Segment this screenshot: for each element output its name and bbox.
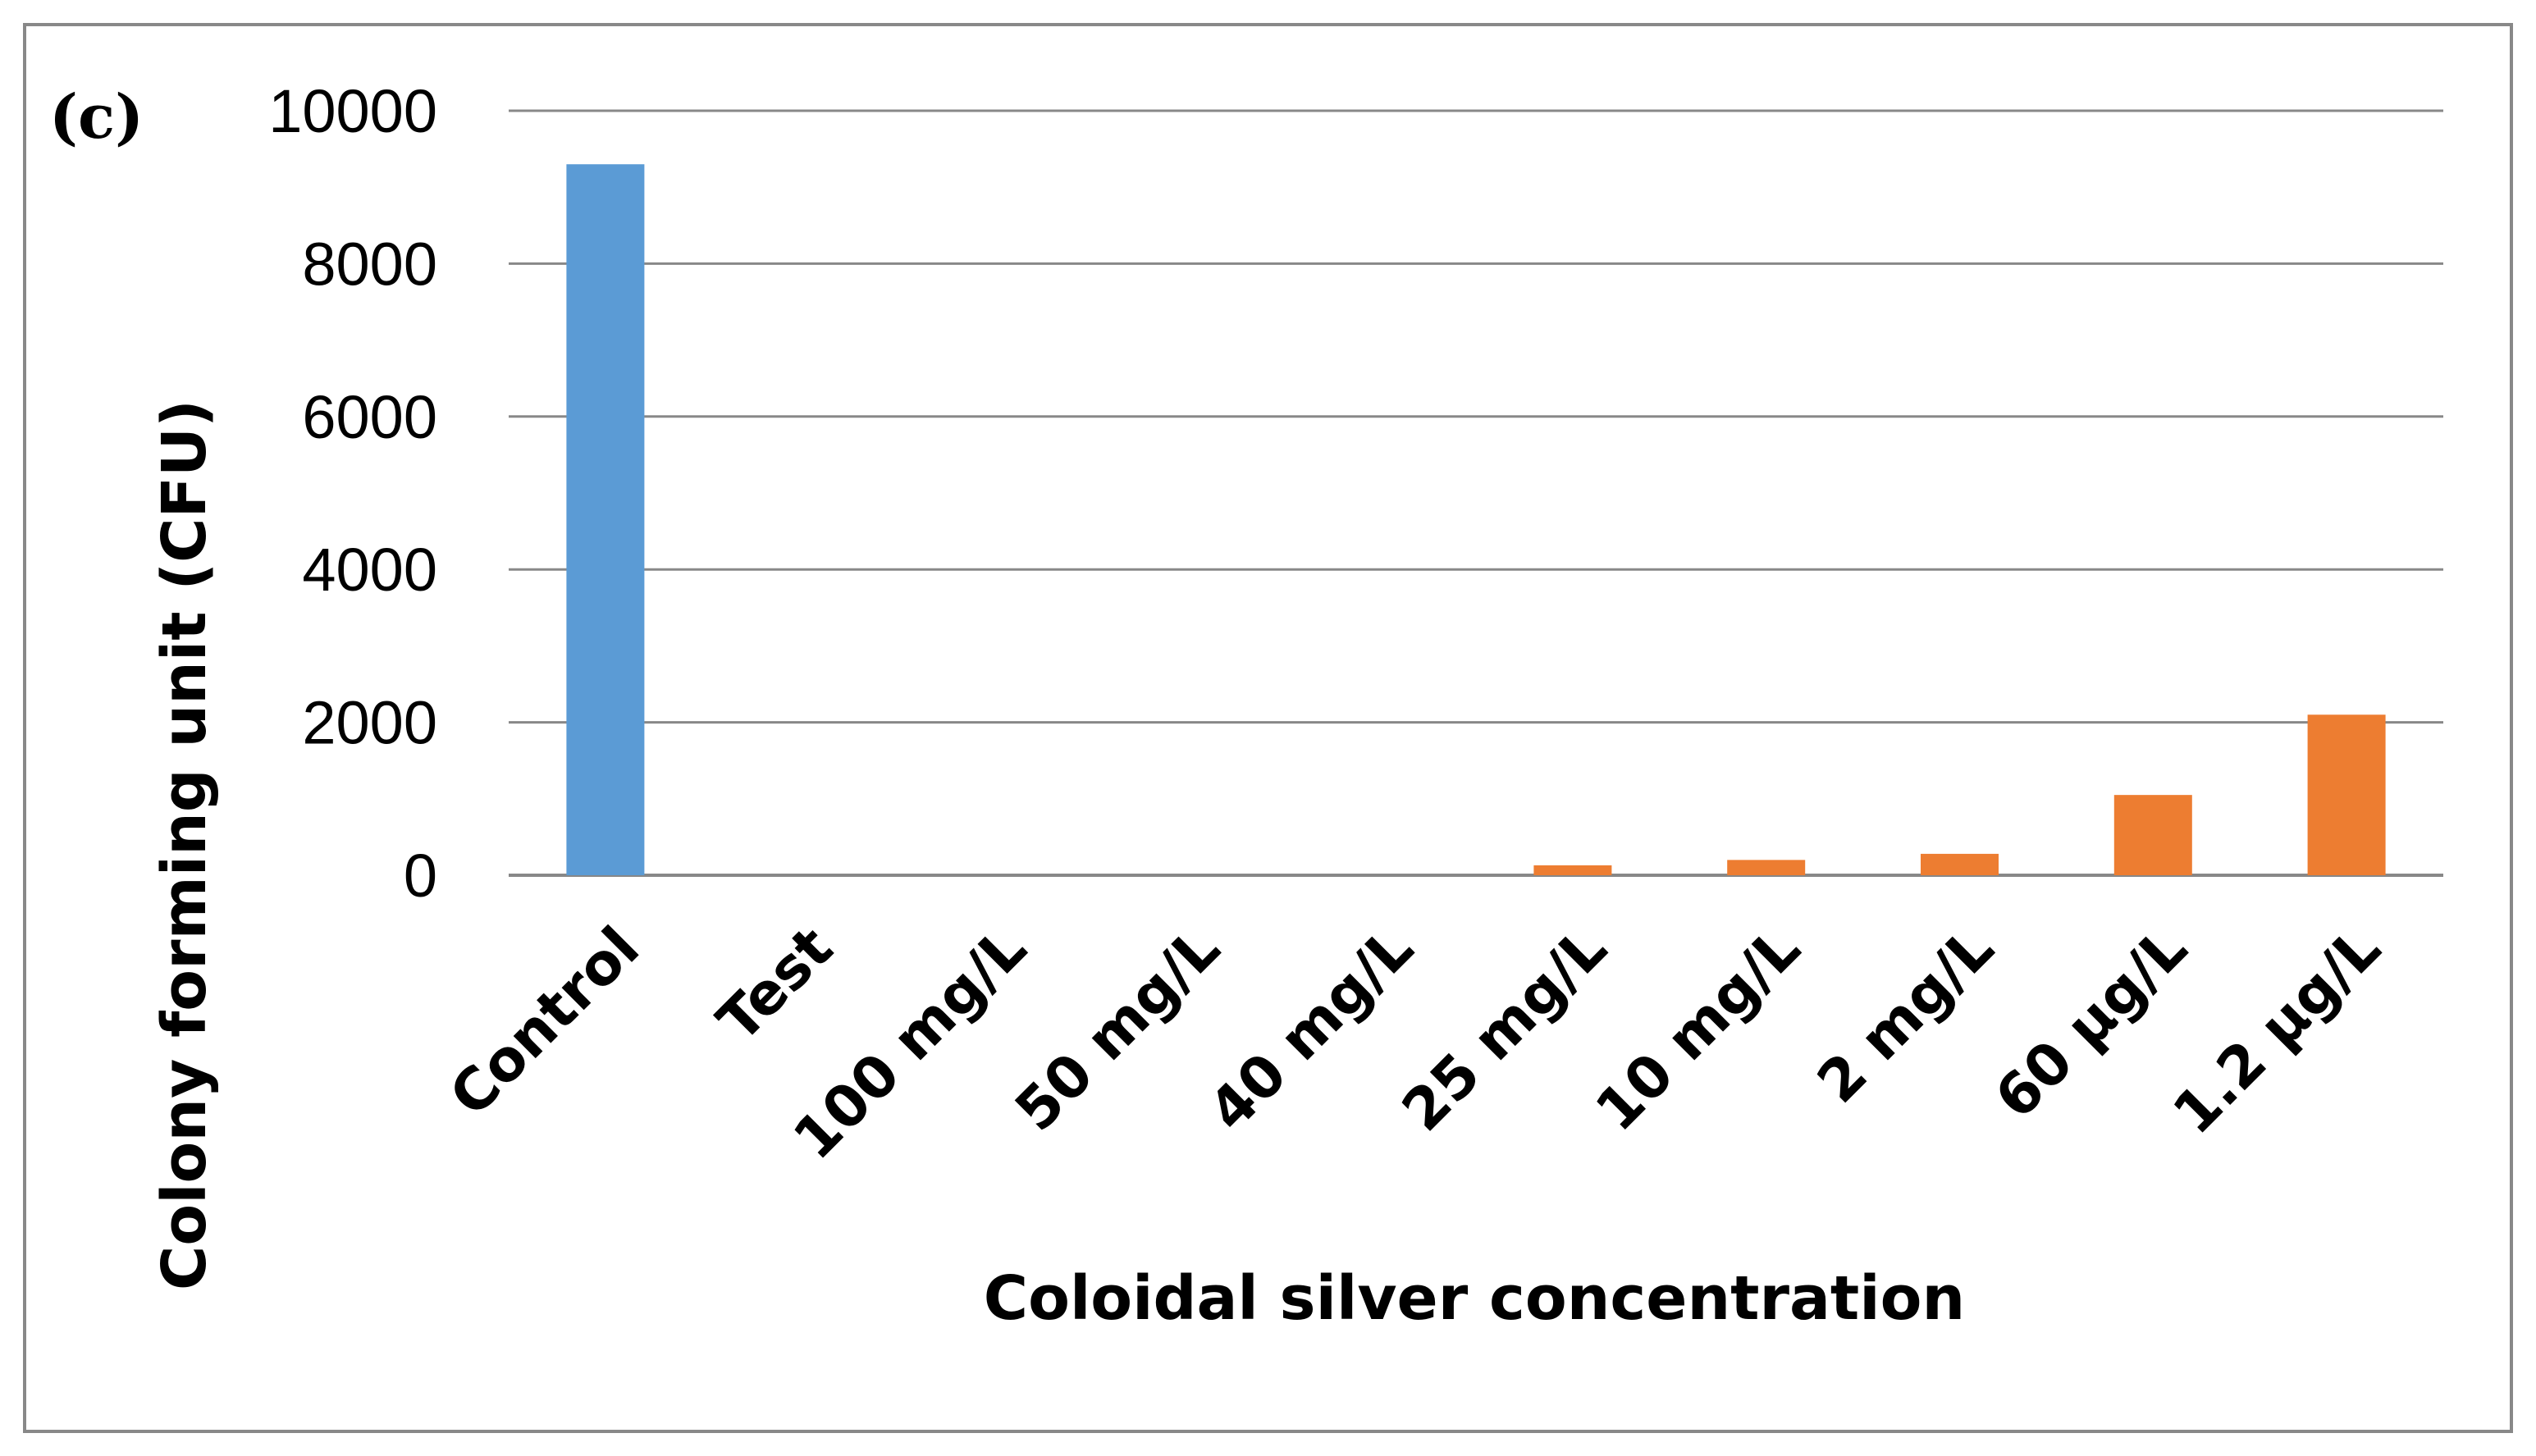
gridlines: [509, 109, 2443, 877]
bar: [1533, 865, 1612, 875]
x-tick-label: 1.2 µg/L: [2160, 914, 2393, 1147]
y-tick-label: 6000: [302, 383, 437, 451]
panel-label: (c): [49, 82, 144, 153]
x-tick-label: Test: [705, 914, 846, 1055]
y-tick-label: 10000: [268, 77, 437, 145]
bar: [566, 164, 645, 876]
x-tick-label: 50 mg/L: [1003, 914, 1233, 1144]
chart-frame: [23, 23, 2513, 1433]
bar: [2113, 795, 2192, 875]
y-tick-label: 0: [404, 842, 437, 910]
bar: [1727, 860, 1806, 875]
y-axis-title: Colony forming unit (CFU): [149, 399, 220, 1290]
y-tick-label: 2000: [302, 689, 437, 757]
x-tick-label: 25 mg/L: [1389, 914, 1620, 1144]
y-tick-label: 8000: [302, 230, 437, 298]
y-tick-label: 4000: [302, 536, 437, 604]
x-axis-title: Coloidal silver concentration: [984, 1263, 1965, 1334]
x-tick-label: 40 mg/L: [1195, 914, 1426, 1144]
bar: [1921, 853, 1999, 875]
x-tick-label: 2 mg/L: [1804, 914, 2006, 1116]
y-tick-labels: 0 2000 4000 6000 8000 10000: [268, 77, 437, 910]
x-tick-label: Control: [436, 914, 652, 1130]
bar: [2307, 714, 2386, 875]
bars: [566, 164, 2386, 876]
x-tick-label: 10 mg/L: [1583, 914, 1813, 1144]
